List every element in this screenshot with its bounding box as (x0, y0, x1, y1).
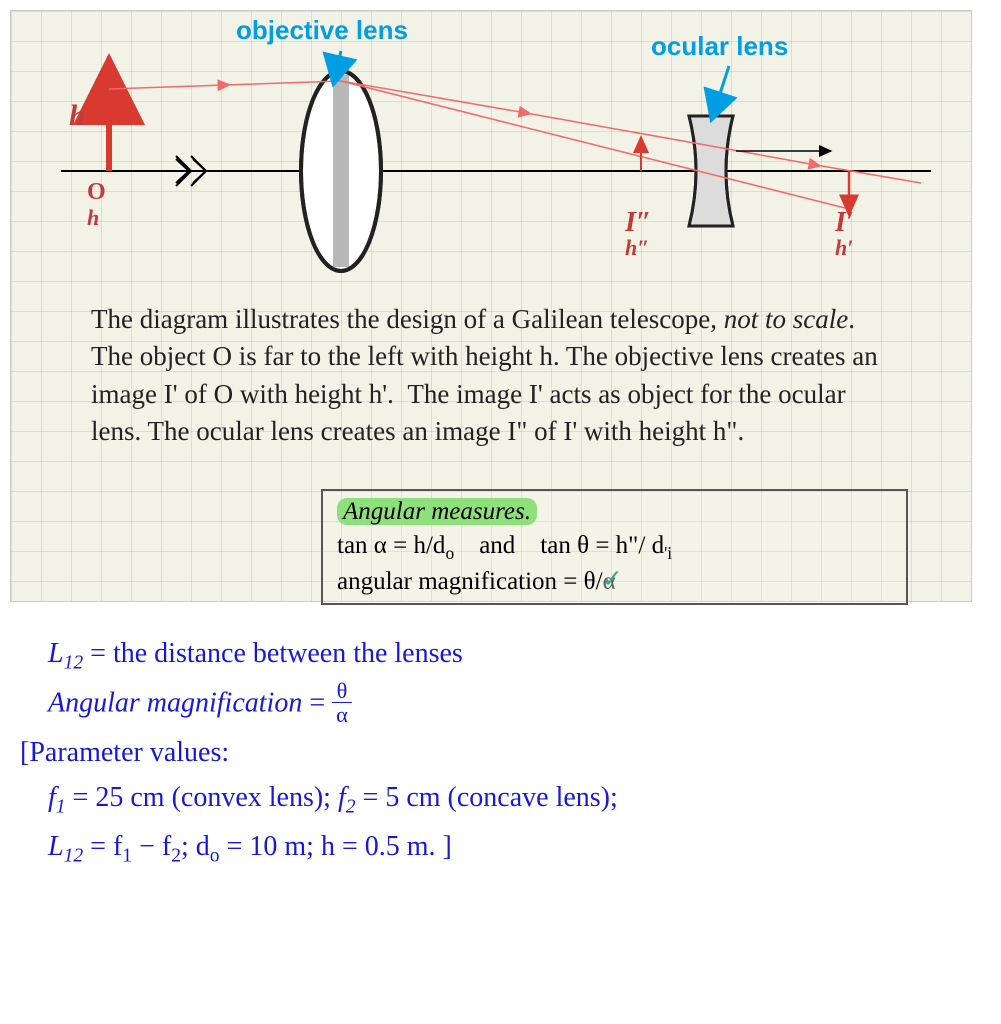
description-text: The diagram illustrates the design of a … (91, 301, 901, 450)
eq-f1: = f (83, 831, 122, 862)
frac-num: θ (332, 679, 352, 704)
optics-svg (11, 11, 971, 301)
angmag-eq: = (309, 687, 332, 718)
s2: 2 (171, 846, 181, 867)
L-sym: L (48, 638, 64, 669)
s1: 1 (122, 846, 132, 867)
formula-line-1: tan α = h/do and tan θ = h"/ d'i (337, 529, 892, 566)
do-part: ; d (181, 831, 210, 862)
f2-sym: f (338, 782, 346, 813)
diagram-panel: objective lens ocular lens h O h I″ h″ I… (10, 10, 972, 602)
params-open: [Parameter values: (20, 731, 981, 774)
tan-theta: tan θ = h"/ d (540, 532, 664, 559)
and-text: and (479, 532, 515, 559)
ang-mag-text: angular magnification = θ/ (337, 568, 603, 595)
formula-line-2: angular magnification = θ/α✓ (337, 565, 892, 599)
objective-label: objective lens (236, 15, 408, 46)
f1-sym: f (48, 782, 56, 813)
focal-lengths: f1 = 25 cm (convex lens); f2 = 5 cm (con… (20, 776, 981, 823)
L2-sym: L (48, 831, 64, 862)
do-sub: o (445, 543, 454, 563)
o-label: O (87, 179, 106, 206)
di-sub: i (667, 543, 672, 563)
angmag-def: Angular magnification = θα (20, 681, 981, 729)
L-sub: 12 (64, 653, 84, 674)
L-rhs: = the distance between the lenses (83, 638, 463, 669)
formula-title: Angular measures. (337, 498, 537, 525)
h-label: h (69, 99, 86, 133)
L2-sub: 12 (64, 846, 84, 867)
h-o-label: h (87, 205, 99, 231)
objective-lens-core (333, 75, 349, 267)
parameters-block: L12 = the distance between the lenses An… (20, 632, 981, 872)
h1-label: h′ (835, 235, 853, 261)
l12-def: L12 = the distance between the lenses (20, 632, 981, 679)
f1-sub: 1 (56, 797, 66, 818)
f2-text: = 5 cm (concave lens); (356, 782, 618, 813)
rest: = 10 m; h = 0.5 m. ] (220, 831, 452, 862)
f1-text: = 25 cm (convex lens); (66, 782, 338, 813)
formula-box: Angular measures. tan α = h/do and tan θ… (321, 489, 908, 605)
frac-den: α (332, 703, 352, 727)
rays (109, 81, 921, 209)
angmag-lhs: Angular magnification (48, 687, 309, 718)
ocular-arrow-icon (715, 66, 729, 109)
tan-alpha: tan α = h/d (337, 532, 445, 559)
last-line: L12 = f1 − f2; do = 10 m; h = 0.5 m. ] (20, 825, 981, 872)
h2-label: h″ (625, 235, 649, 261)
minus-f2: − f (132, 831, 171, 862)
do-sub2: o (210, 846, 220, 867)
ocular-label: ocular lens (651, 31, 788, 62)
f2-sub: 2 (346, 797, 356, 818)
